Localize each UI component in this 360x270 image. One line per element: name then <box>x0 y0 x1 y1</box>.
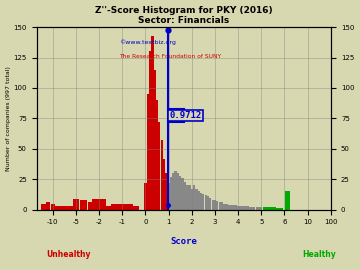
Bar <box>154 70 156 210</box>
Bar <box>233 205 235 210</box>
Text: Unhealthy: Unhealthy <box>47 250 91 259</box>
Bar <box>186 185 188 210</box>
Bar <box>244 206 246 210</box>
Bar <box>195 189 198 210</box>
Bar <box>179 176 181 210</box>
Bar <box>175 171 177 210</box>
Bar <box>253 207 256 210</box>
Bar <box>60 206 64 210</box>
Bar <box>265 207 267 210</box>
Bar <box>80 200 87 210</box>
Bar <box>149 52 151 210</box>
Bar <box>249 207 251 210</box>
Bar <box>144 183 147 210</box>
X-axis label: Score: Score <box>170 237 197 245</box>
Bar <box>223 204 225 210</box>
Bar <box>161 140 163 210</box>
Bar <box>228 205 230 210</box>
Bar <box>151 36 153 210</box>
Bar <box>184 182 186 210</box>
Bar <box>279 208 281 210</box>
Bar <box>276 208 279 210</box>
Bar <box>207 196 209 210</box>
Bar <box>177 173 179 210</box>
Title: Z''-Score Histogram for PKY (2016)
Sector: Financials: Z''-Score Histogram for PKY (2016) Secto… <box>95 6 273 25</box>
Bar <box>230 205 232 210</box>
Bar <box>191 189 193 210</box>
Bar <box>214 200 216 210</box>
Bar <box>69 206 73 210</box>
Bar <box>285 191 290 210</box>
Bar <box>202 194 204 210</box>
Bar <box>64 206 69 210</box>
Bar <box>129 206 139 210</box>
Bar <box>163 158 165 210</box>
Bar <box>270 207 272 210</box>
Bar <box>111 204 133 210</box>
Bar <box>158 122 161 210</box>
Bar <box>170 177 172 210</box>
Bar <box>200 193 202 210</box>
Bar <box>147 94 149 210</box>
Text: Healthy: Healthy <box>302 250 336 259</box>
Bar <box>235 205 237 210</box>
Bar <box>216 201 219 210</box>
Bar <box>221 202 223 210</box>
Text: ©www.textbiz.org: ©www.textbiz.org <box>119 39 176 45</box>
Bar <box>88 202 95 210</box>
Bar <box>260 207 262 210</box>
Bar <box>237 206 239 210</box>
Bar <box>204 195 207 210</box>
Bar <box>156 100 158 210</box>
Bar <box>209 198 211 210</box>
Y-axis label: Number of companies (997 total): Number of companies (997 total) <box>5 66 10 171</box>
Bar <box>239 206 242 210</box>
Bar <box>165 173 167 210</box>
Bar <box>225 204 228 210</box>
Bar <box>46 202 50 210</box>
Bar <box>188 185 190 210</box>
Bar <box>242 206 244 210</box>
Bar <box>246 206 248 210</box>
Bar <box>198 191 200 210</box>
Bar <box>219 202 221 210</box>
Bar <box>272 207 274 210</box>
Bar <box>193 185 195 210</box>
Bar <box>172 173 174 210</box>
Bar <box>105 206 116 210</box>
Text: 0.9712: 0.9712 <box>169 111 201 120</box>
Bar <box>274 207 276 210</box>
Bar <box>167 183 170 210</box>
Bar <box>262 207 265 210</box>
Bar <box>92 199 107 210</box>
Bar <box>258 207 260 210</box>
Bar <box>73 199 79 210</box>
Text: The Research Foundation of SUNY: The Research Foundation of SUNY <box>119 54 221 59</box>
Bar <box>256 207 258 210</box>
Bar <box>212 200 214 210</box>
Bar <box>267 207 269 210</box>
Bar <box>281 208 283 210</box>
Bar <box>181 178 184 210</box>
Bar <box>50 204 55 210</box>
Bar <box>41 204 46 210</box>
Bar <box>251 207 253 210</box>
Bar <box>55 206 60 210</box>
